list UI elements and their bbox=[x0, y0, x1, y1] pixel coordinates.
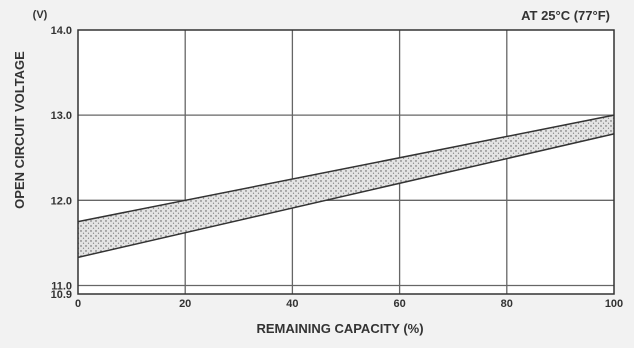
x-tick-labels: 0 20 40 60 80 100 bbox=[75, 298, 623, 310]
x-tick-label: 100 bbox=[605, 298, 623, 310]
band-upper-line bbox=[77, 114, 615, 223]
x-tick-label: 60 bbox=[393, 298, 405, 310]
y-tick-label: 13.0 bbox=[51, 110, 72, 122]
band-layer bbox=[77, 114, 615, 259]
chart-title: AT 25°C (77°F) bbox=[521, 8, 610, 23]
y-axis-label: OPEN CIRCUIT VOLTAGE bbox=[12, 51, 27, 209]
x-tick-label: 20 bbox=[179, 298, 191, 310]
band-lower-line bbox=[77, 133, 615, 259]
y-tick-label: 10.9 bbox=[51, 289, 72, 301]
y-tick-label: 11.0 bbox=[51, 280, 72, 292]
plot-area bbox=[78, 30, 614, 294]
grid bbox=[78, 30, 614, 294]
x-tick-label: 0 bbox=[75, 298, 81, 310]
y-unit-label: (V) bbox=[33, 9, 48, 21]
y-tick-labels: 10.911.0 12.0 13.0 14.0 bbox=[51, 25, 72, 301]
x-axis-label: REMAINING CAPACITY (%) bbox=[256, 321, 423, 336]
x-tick-label: 40 bbox=[286, 298, 298, 310]
y-tick-label: 12.0 bbox=[51, 195, 72, 207]
x-tick-label: 80 bbox=[501, 298, 513, 310]
y-tick-label: 14.0 bbox=[51, 25, 72, 37]
voltage-band-area bbox=[78, 115, 614, 258]
plot-frame bbox=[77, 29, 615, 295]
